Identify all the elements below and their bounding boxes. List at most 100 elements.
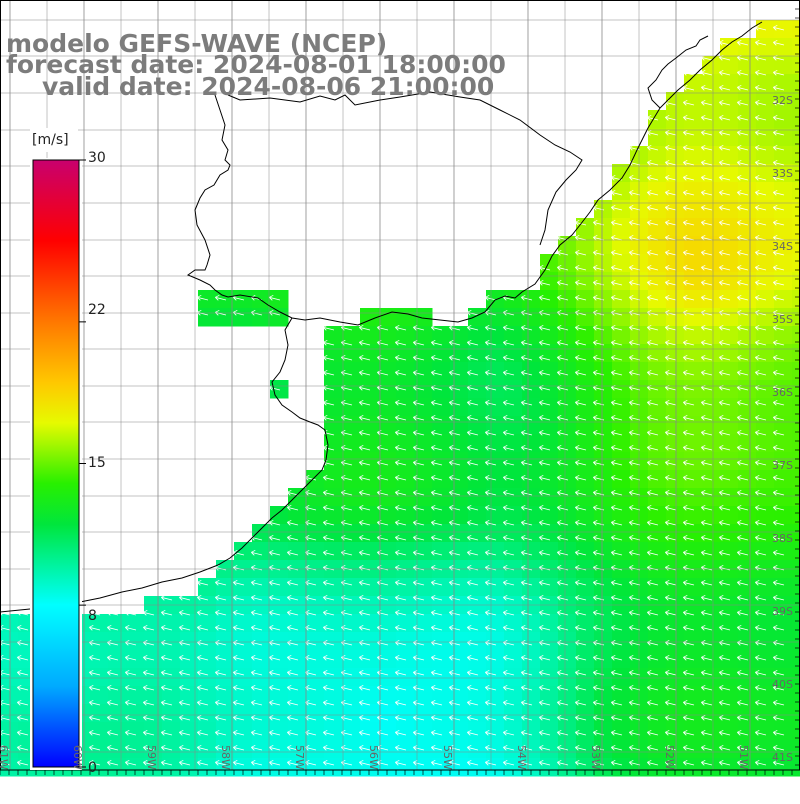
wind-speed-cell [756, 326, 775, 345]
wind-speed-cell [612, 542, 631, 561]
wind-speed-cell [234, 740, 253, 759]
wind-arrow [197, 669, 209, 676]
lat-label-41s: 41S [772, 751, 793, 764]
wind-speed-cell [576, 470, 595, 489]
wind-arrow [665, 714, 677, 721]
wind-arrow [683, 504, 695, 511]
wind-speed-cell [684, 470, 703, 489]
wind-arrow [611, 249, 623, 256]
wind-speed-cell [504, 686, 523, 705]
wind-speed-cell [666, 236, 685, 255]
wind-speed-cell [288, 740, 307, 759]
wind-speed-cell [684, 236, 703, 255]
wind-arrow [683, 474, 695, 481]
wind-arrow [521, 534, 533, 541]
wind-arrow [485, 594, 497, 601]
wind-speed-cell [558, 380, 577, 399]
wind-arrow [575, 534, 587, 541]
wind-arrow [485, 669, 497, 676]
wind-speed-cell [396, 632, 415, 651]
wind-arrow [557, 549, 569, 556]
wind-speed-cell [288, 542, 307, 561]
wind-speed-cell [522, 362, 541, 381]
wind-speed-cell [288, 758, 307, 777]
wind-speed-cell [108, 614, 127, 633]
wind-speed-cell [450, 326, 469, 345]
wind-arrow [413, 519, 425, 526]
wind-arrow [611, 699, 623, 706]
wind-arrow [323, 534, 335, 541]
wind-speed-cell [738, 128, 757, 147]
wind-speed-cell [108, 686, 127, 705]
wind-speed-cell [648, 326, 667, 345]
lat-label-34s: 34S [772, 240, 793, 253]
lon-label-54w: 54W [515, 745, 528, 770]
wind-arrow [359, 489, 371, 496]
lat-label-36s: 36S [772, 386, 793, 399]
wind-speed-cell [792, 398, 800, 417]
wind-speed-cell [756, 434, 775, 453]
wind-speed-cell [666, 128, 685, 147]
wind-speed-cell [792, 488, 800, 507]
wind-arrow [737, 279, 749, 286]
wind-speed-cell [270, 668, 289, 687]
wind-arrow [719, 219, 731, 226]
wind-speed-cell [612, 614, 631, 633]
wind-arrow [755, 654, 767, 661]
wind-speed-cell [684, 758, 703, 777]
wind-arrow [719, 369, 731, 376]
wind-arrow [575, 279, 587, 286]
wind-speed-cell [594, 524, 613, 543]
wind-arrow [161, 594, 173, 601]
wind-arrow [233, 579, 245, 586]
wind-arrow [647, 279, 659, 286]
wind-speed-cell [756, 632, 775, 651]
wind-speed-cell [270, 524, 289, 543]
wind-arrow [503, 444, 515, 451]
wind-speed-cell [702, 362, 721, 381]
wind-speed-cell [612, 182, 631, 201]
wind-arrow [431, 324, 443, 331]
wind-arrow [287, 609, 299, 616]
wind-arrow [485, 699, 497, 706]
wind-arrow [557, 459, 569, 466]
wind-speed-cell [558, 614, 577, 633]
wind-arrow [485, 414, 497, 421]
wind-speed-cell [540, 578, 559, 597]
wind-arrow [737, 429, 749, 436]
wind-arrow [665, 354, 677, 361]
wind-speed-cell [702, 578, 721, 597]
wind-speed-cell [720, 56, 739, 75]
wind-speed-cell [792, 416, 800, 435]
wind-arrow [665, 264, 677, 271]
wind-speed-cell [594, 416, 613, 435]
wind-speed-cell [792, 524, 800, 543]
wind-arrow [359, 429, 371, 436]
wind-speed-cell [594, 686, 613, 705]
wind-speed-cell [738, 254, 757, 273]
wind-speed-cell [540, 326, 559, 345]
wind-arrow [737, 459, 749, 466]
wind-arrow [539, 294, 551, 301]
wind-speed-cell [594, 704, 613, 723]
wind-speed-cell [288, 686, 307, 705]
wind-speed-cell [0, 758, 19, 777]
wind-speed-cell [90, 650, 109, 669]
wind-arrow [539, 609, 551, 616]
wind-speed-cell [342, 452, 361, 471]
wind-arrow [755, 414, 767, 421]
wind-speed-cell [360, 470, 379, 489]
wind-arrow [701, 339, 713, 346]
wind-speed-cell [720, 236, 739, 255]
wind-arrow [431, 594, 443, 601]
wind-arrow [269, 654, 281, 661]
wind-speed-cell [252, 740, 271, 759]
wind-speed-cell [252, 308, 271, 327]
wind-speed-cell [612, 452, 631, 471]
wind-speed-cell [720, 164, 739, 183]
wind-speed-cell [162, 650, 181, 669]
lon-label-58w: 58W [219, 745, 232, 770]
wind-arrow [557, 519, 569, 526]
wind-speed-cell [486, 488, 505, 507]
wind-arrow [143, 729, 155, 736]
